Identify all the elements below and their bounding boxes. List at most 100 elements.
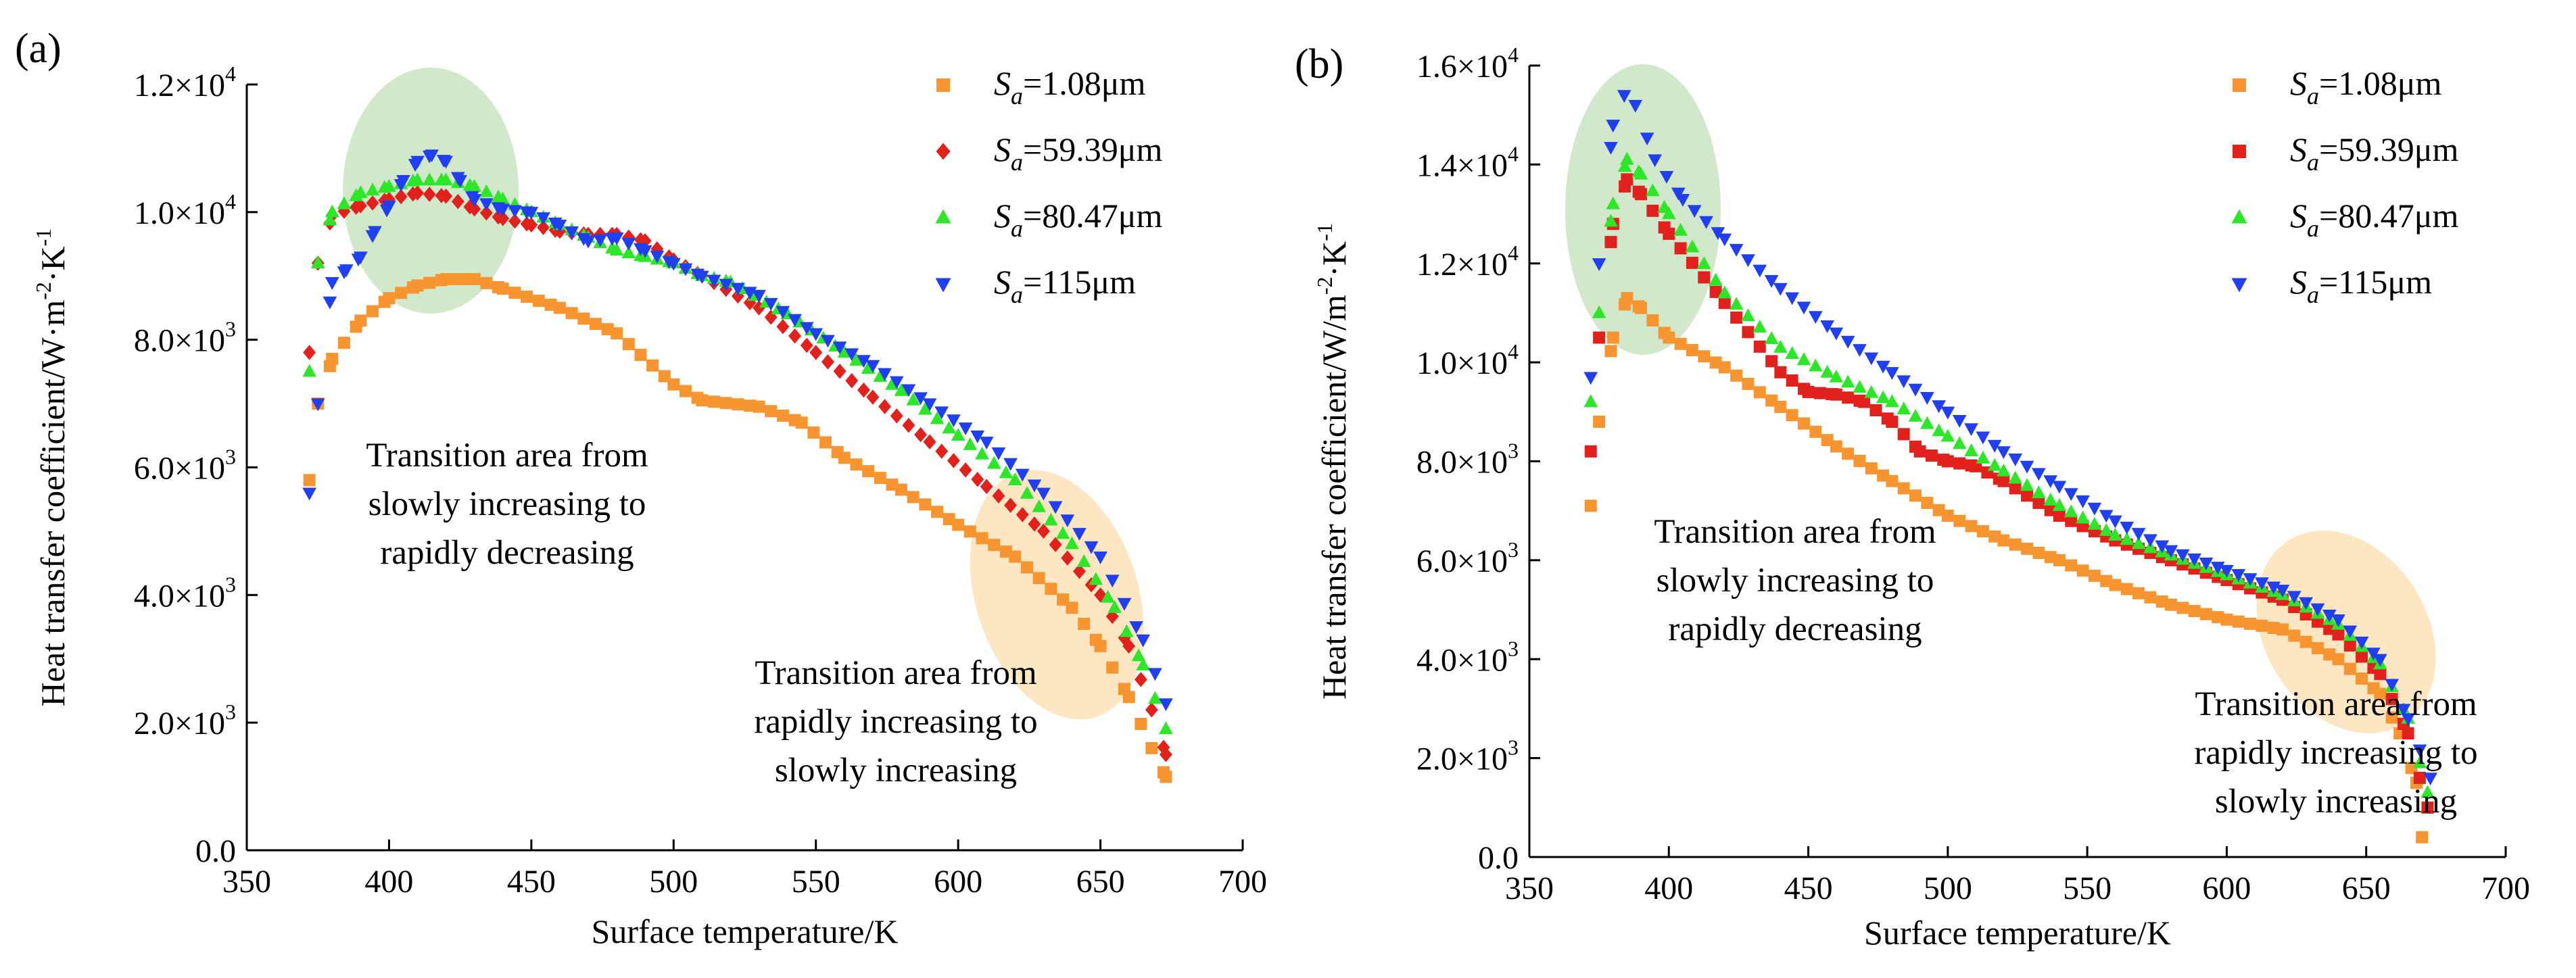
data-point	[1773, 283, 1788, 296]
legend-marker	[2231, 209, 2247, 224]
data-point	[467, 178, 482, 192]
data-point	[2120, 521, 2134, 535]
data-point	[439, 155, 453, 169]
data-point	[1032, 499, 1047, 512]
data-point	[1617, 90, 1631, 103]
data-point	[667, 378, 680, 391]
x-tick-label: 450	[1784, 871, 1833, 906]
data-point	[1730, 311, 1743, 324]
data-point	[1020, 561, 1033, 574]
data-point	[337, 203, 351, 219]
data-point	[508, 287, 521, 299]
data-point	[1148, 668, 1162, 681]
legend-subscript: a	[1011, 215, 1023, 242]
y-tick-mantissa: 1.0×10	[134, 195, 225, 231]
data-point	[1583, 372, 1598, 385]
legend-unit: μm	[1091, 263, 1136, 301]
y-axis-title: Heat transfer coefficient/W·m-2·K-1	[31, 228, 72, 707]
data-point	[1661, 206, 1676, 220]
data-point	[2053, 510, 2066, 522]
x-tick-label: 500	[649, 864, 698, 900]
data-point	[2412, 755, 2427, 768]
data-point	[1145, 741, 1158, 754]
data-point	[1742, 378, 1755, 391]
data-point	[2356, 650, 2368, 663]
data-point	[1976, 525, 1989, 538]
data-point	[2199, 558, 2214, 570]
data-point	[2076, 510, 2090, 524]
annotation-line: Transition area from	[755, 654, 1036, 692]
y-tick-label: 1.2×104	[1416, 241, 1519, 283]
data-point	[2413, 771, 2426, 784]
data-point	[890, 408, 903, 424]
data-point	[2299, 635, 2312, 648]
data-point	[1094, 639, 1107, 652]
data-point	[1617, 159, 1632, 172]
data-point	[844, 348, 859, 362]
data-point	[2402, 727, 2414, 740]
data-point	[2423, 773, 2437, 786]
data-point	[1753, 340, 1766, 353]
data-point	[1730, 369, 1743, 382]
data-point	[1830, 388, 1842, 401]
y-tick-exponent: 4	[225, 189, 236, 214]
data-point	[753, 400, 765, 413]
data-point	[2099, 523, 2114, 536]
y-tick-label: 8.0×103	[134, 317, 236, 359]
data-point	[1584, 445, 1597, 458]
data-point	[1802, 386, 1815, 399]
data-point	[323, 212, 337, 226]
data-point	[970, 431, 985, 443]
data-point	[1160, 771, 1172, 783]
annotation-line: Transition area from	[2195, 685, 2477, 723]
data-point	[365, 182, 380, 196]
x-tick-label: 550	[792, 864, 840, 900]
data-point	[1808, 311, 1823, 324]
data-point	[1764, 331, 1779, 344]
data-point	[2188, 604, 2201, 617]
y-tick-label: 1.4×104	[1416, 141, 1519, 183]
y-tick-exponent: 3	[225, 317, 236, 341]
y-title-unit: m	[1315, 295, 1353, 321]
data-point	[952, 518, 965, 531]
data-point	[1117, 597, 1132, 611]
data-point	[2032, 497, 2045, 510]
data-point	[1136, 634, 1151, 647]
data-point	[2420, 785, 2435, 798]
data-point	[1840, 374, 1855, 388]
data-point	[979, 437, 994, 449]
data-point	[2032, 468, 2046, 481]
data-point	[1028, 516, 1041, 532]
data-point	[1072, 528, 1087, 541]
legend-label: Sa=59.39μm	[994, 130, 1163, 176]
y-tick-label: 1.0×104	[134, 189, 236, 231]
data-point	[310, 255, 325, 269]
data-point	[732, 398, 744, 411]
data-point	[809, 345, 823, 360]
data-point	[837, 345, 852, 358]
y-title-unit: m	[34, 300, 72, 326]
data-point	[809, 328, 824, 341]
data-point	[553, 301, 566, 314]
data-point	[496, 283, 509, 295]
data-point	[1940, 429, 1955, 442]
data-point	[2356, 672, 2368, 685]
data-point	[1753, 386, 1766, 399]
data-point	[807, 426, 820, 439]
x-tick-label: 400	[1644, 871, 1693, 906]
data-point	[2087, 502, 2102, 516]
data-point	[1674, 242, 1687, 255]
data-point	[1908, 383, 1923, 397]
data-point	[2416, 831, 2429, 843]
data-point	[1659, 170, 1674, 184]
legend-marker	[935, 209, 951, 224]
data-point	[622, 338, 635, 351]
data-point	[2064, 504, 2078, 518]
data-point	[366, 305, 379, 318]
data-point	[1965, 520, 1978, 533]
data-point	[1729, 297, 1744, 310]
data-point	[2385, 693, 2398, 706]
data-point	[2065, 514, 2078, 527]
data-point	[1829, 327, 1844, 341]
data-point	[1964, 443, 1978, 457]
